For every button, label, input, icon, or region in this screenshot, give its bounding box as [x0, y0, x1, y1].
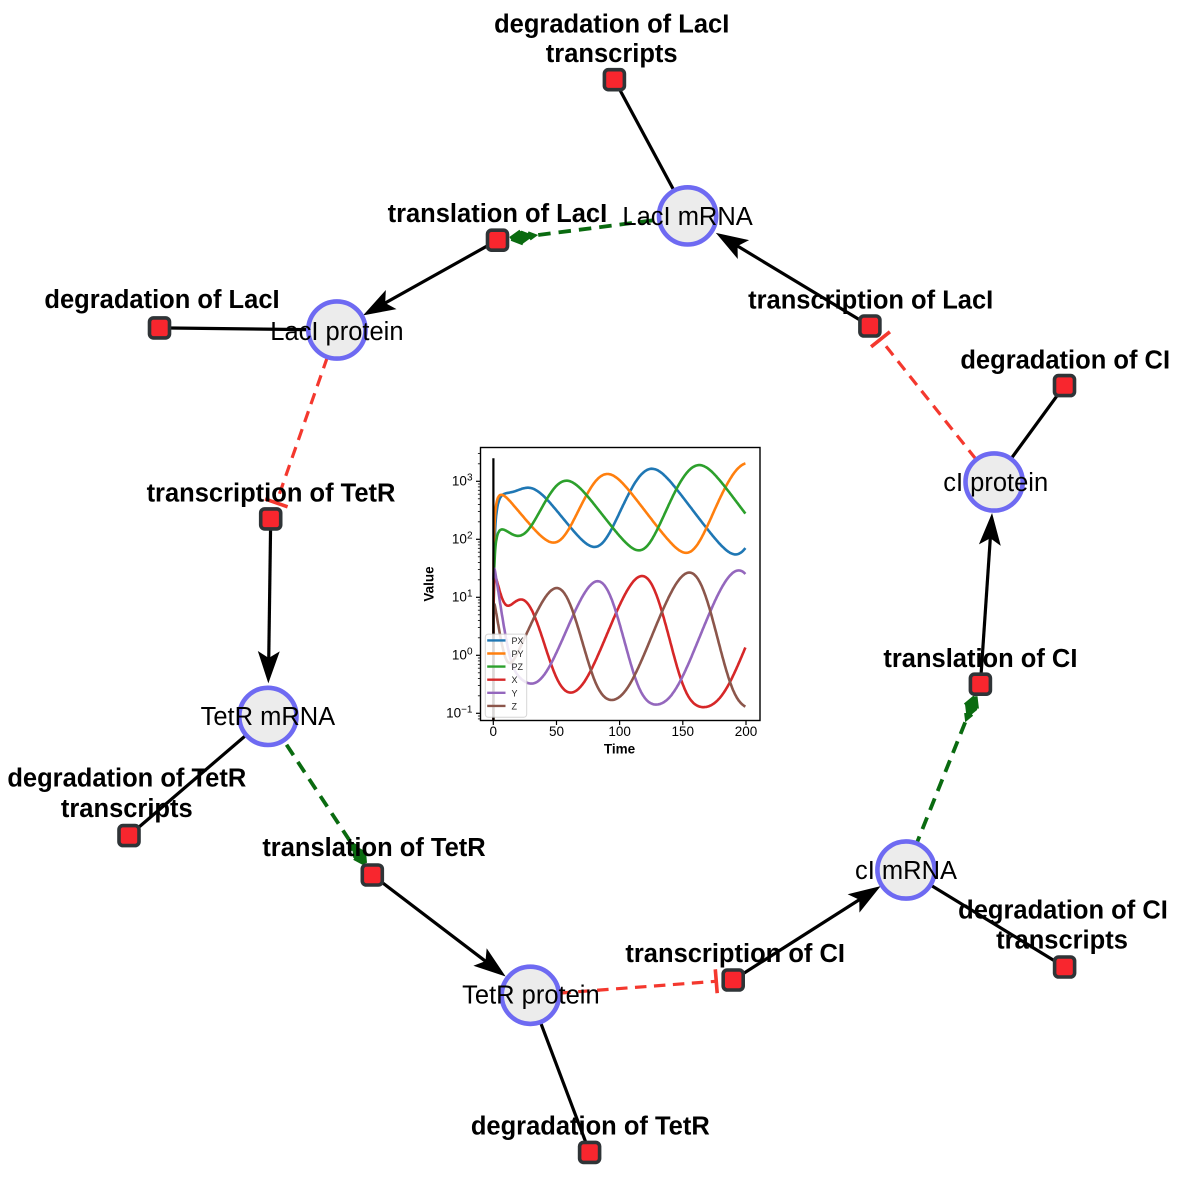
- svg-text:transcription of LacI: transcription of LacI: [748, 286, 993, 314]
- svg-text:transcripts: transcripts: [996, 926, 1128, 954]
- svg-text:TetR protein: TetR protein: [462, 982, 600, 1010]
- svg-text:PX: PX: [512, 636, 524, 646]
- svg-text:degradation of LacI: degradation of LacI: [494, 11, 729, 39]
- svg-text:101: 101: [452, 588, 473, 604]
- svg-text:transcription of TetR: transcription of TetR: [147, 479, 396, 507]
- svg-text:translation of TetR: translation of TetR: [262, 834, 485, 862]
- svg-text:Value: Value: [422, 566, 437, 602]
- svg-text:0: 0: [490, 724, 498, 739]
- svg-text:200: 200: [735, 724, 758, 739]
- svg-text:translation of LacI: translation of LacI: [388, 200, 608, 228]
- svg-text:TetR mRNA: TetR mRNA: [201, 703, 336, 731]
- svg-text:Z: Z: [512, 701, 518, 711]
- svg-text:X: X: [512, 675, 518, 685]
- svg-text:LacI protein: LacI protein: [270, 318, 403, 346]
- svg-text:PY: PY: [512, 649, 524, 659]
- svg-text:degradation of CI: degradation of CI: [958, 897, 1168, 925]
- svg-text:translation of CI: translation of CI: [883, 645, 1077, 673]
- svg-text:Y: Y: [512, 688, 518, 698]
- svg-text:LacI mRNA: LacI mRNA: [622, 203, 752, 231]
- svg-text:150: 150: [672, 724, 695, 739]
- svg-text:transcription of CI: transcription of CI: [625, 940, 845, 968]
- svg-text:PZ: PZ: [512, 662, 524, 672]
- svg-text:transcripts: transcripts: [61, 795, 193, 823]
- svg-text:50: 50: [549, 724, 564, 739]
- svg-text:cI mRNA: cI mRNA: [855, 857, 957, 885]
- svg-text:transcripts: transcripts: [546, 40, 678, 68]
- svg-text:102: 102: [452, 530, 473, 546]
- svg-text:10−1: 10−1: [446, 704, 473, 720]
- svg-text:degradation of TetR: degradation of TetR: [7, 765, 246, 793]
- svg-text:Time: Time: [604, 742, 636, 757]
- svg-text:100: 100: [452, 646, 473, 662]
- svg-text:degradation of CI: degradation of CI: [960, 346, 1170, 374]
- svg-text:cI protein: cI protein: [943, 469, 1048, 497]
- svg-text:103: 103: [452, 472, 473, 488]
- svg-text:100: 100: [608, 724, 631, 739]
- svg-text:degradation of TetR: degradation of TetR: [471, 1113, 710, 1141]
- svg-text:degradation of LacI: degradation of LacI: [44, 286, 279, 314]
